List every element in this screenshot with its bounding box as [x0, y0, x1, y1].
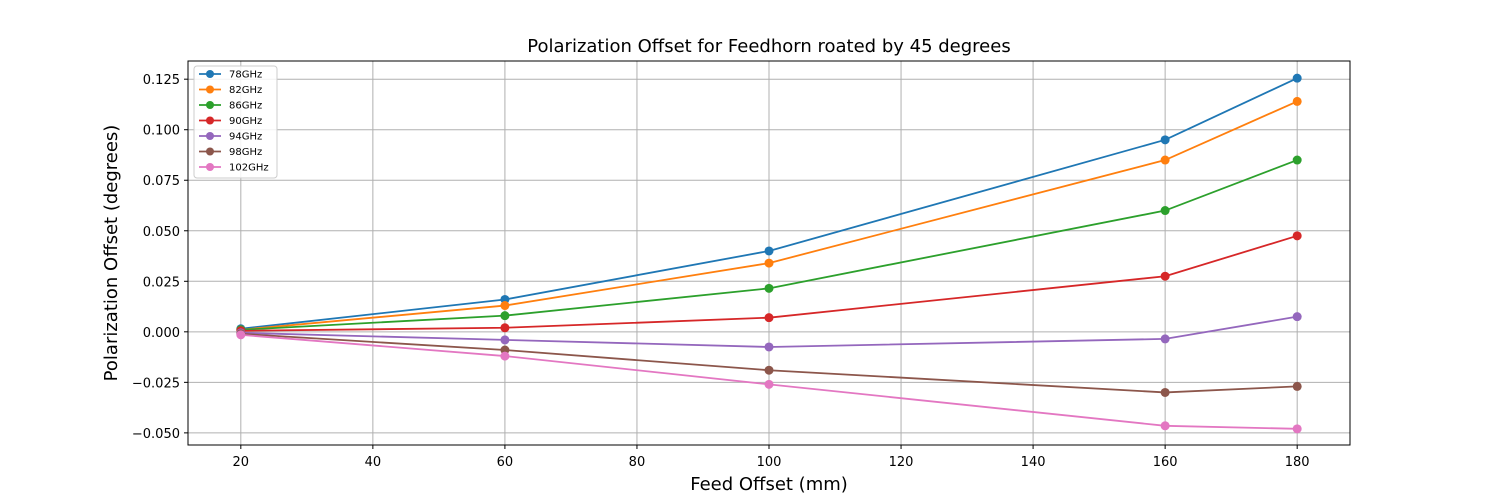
data-point: [1160, 334, 1170, 344]
data-point: [1160, 206, 1170, 216]
legend-item: 78GHz: [199, 70, 262, 81]
data-point: [1292, 381, 1302, 391]
data-point: [1160, 155, 1170, 165]
data-point: [1292, 231, 1302, 241]
data-point: [764, 283, 774, 293]
data-point: [764, 365, 774, 375]
x-tick-label: 100: [757, 455, 782, 470]
x-tick-label: 160: [1153, 455, 1178, 470]
y-tick-label: 0.075: [143, 174, 180, 189]
x-tick-label: 180: [1285, 455, 1310, 470]
legend-item: 90GHz: [199, 116, 262, 127]
legend-label: 98GHz: [229, 147, 262, 158]
data-point: [500, 323, 510, 333]
y-axis-label: Polarization Offset (degrees): [101, 125, 122, 382]
legend-item: 98GHz: [199, 147, 262, 158]
legend-marker: [206, 116, 214, 125]
data-point: [764, 342, 774, 352]
series-lines: [236, 73, 1302, 434]
data-point: [1160, 387, 1170, 397]
data-point: [1160, 271, 1170, 281]
x-tick-label: 140: [1021, 455, 1046, 470]
legend-box: [193, 65, 278, 179]
data-point: [1292, 155, 1302, 165]
x-tick-label: 40: [365, 455, 382, 470]
data-point: [764, 379, 774, 389]
legend-item: 102GHz: [199, 163, 269, 174]
x-tick-label: 80: [629, 455, 646, 470]
y-tick-label: 0.100: [143, 124, 180, 139]
legend-label: 78GHz: [229, 70, 262, 81]
y-tick-label: 0.025: [143, 275, 180, 290]
data-point: [764, 313, 774, 323]
legend-label: 82GHz: [229, 85, 262, 96]
legend-label: 90GHz: [229, 116, 262, 127]
data-point: [1160, 421, 1170, 431]
legend-marker: [206, 70, 214, 78]
data-point: [1292, 73, 1302, 83]
x-tick-label: 120: [889, 455, 914, 470]
data-point: [236, 330, 246, 340]
y-tick-label: −0.025: [132, 376, 180, 391]
data-point: [500, 335, 510, 345]
y-tick-label: −0.050: [132, 427, 180, 442]
data-point: [764, 258, 774, 268]
x-tick-label: 60: [497, 455, 514, 470]
legend-item: 82GHz: [199, 85, 262, 96]
legend-item: 94GHz: [199, 132, 262, 143]
legend-label: 86GHz: [229, 101, 262, 112]
x-tick-label: 20: [233, 455, 250, 470]
legend-label: 94GHz: [229, 132, 262, 143]
y-tick-label: 0.000: [143, 326, 180, 341]
data-point: [500, 301, 510, 311]
data-point: [1292, 312, 1302, 322]
y-tick-label: 0.125: [143, 73, 180, 88]
legend-marker: [206, 163, 214, 171]
x-axis-label: Feed Offset (mm): [690, 474, 848, 495]
series-102GHz: [236, 330, 1302, 434]
data-point: [764, 246, 774, 256]
legend-marker: [206, 85, 214, 94]
chart-title: Polarization Offset for Feedhorn roated …: [527, 36, 1010, 57]
data-point: [500, 311, 510, 321]
legend: 78GHz 82GHz 86GHz 90GHz 94GHz 98GHz 102GHz: [193, 65, 278, 179]
data-point: [1160, 135, 1170, 145]
legend-label: 102GHz: [229, 163, 269, 174]
legend-item: 86GHz: [199, 101, 262, 112]
y-tick-label: 0.050: [143, 225, 180, 240]
legend-marker: [206, 101, 214, 109]
legend-marker: [206, 132, 214, 140]
axis-ticks: 20 40 60 80 100 120 140 160 180 −0.050 −0.025 0.000…: [132, 73, 1310, 470]
data-point: [500, 351, 510, 361]
legend-marker: [206, 147, 214, 156]
data-point: [1292, 424, 1302, 434]
data-point: [1292, 96, 1302, 106]
